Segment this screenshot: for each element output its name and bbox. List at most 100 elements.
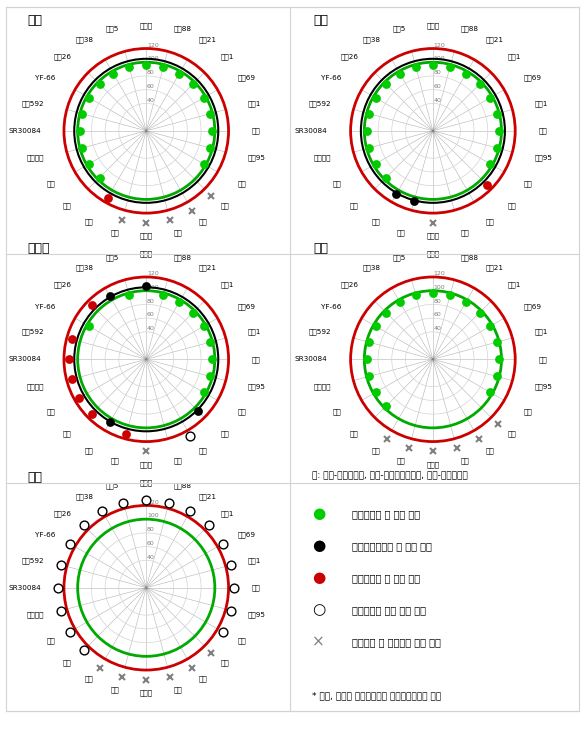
Text: 길갱88: 길갱88 [174,254,191,261]
Point [142,59,151,71]
Text: 40: 40 [147,97,155,102]
Text: 길주1: 길주1 [221,282,234,288]
Text: 온포1: 온포1 [535,329,548,335]
Text: SR30084: SR30084 [8,128,41,134]
Point [392,188,401,200]
Text: 운광: 운광 [252,356,260,363]
Text: 삼광: 삼광 [110,458,119,464]
Text: 청품: 청품 [63,202,72,209]
Text: 풍도26: 풍도26 [340,282,359,288]
Point [362,125,371,137]
Point [57,604,66,616]
Text: 대보: 대보 [333,180,342,186]
Text: 해주: 해주 [27,14,42,27]
Text: 40: 40 [147,326,155,331]
Point [364,336,374,348]
Point [164,497,174,509]
Text: 길주1: 길주1 [507,53,521,60]
Text: 오대: 오대 [199,447,208,454]
Point [364,108,374,119]
Text: 원: 녹색-안전출수기, 흑색-안전출수한계기, 적색-출수만한기: 원: 녹색-안전출수기, 흑색-안전출수한계기, 적색-출수만한기 [312,472,467,481]
Point [175,68,184,80]
Point [428,59,438,71]
Text: 120: 120 [147,43,159,48]
Text: 용도5: 용도5 [106,254,119,261]
Text: 60: 60 [433,312,442,318]
Text: 진부: 진부 [174,229,183,236]
Text: 길주1: 길주1 [221,510,234,517]
Text: 수원592: 수원592 [22,100,44,107]
Point [371,386,380,398]
Text: 하이아미: 하이아미 [27,612,44,618]
Text: 용도5: 용도5 [393,26,405,32]
Point [462,296,471,308]
Point [84,92,94,104]
Text: 오우버: 오우버 [140,251,153,257]
Text: 온포1: 온포1 [535,100,548,107]
Text: 진부울: 진부울 [140,690,153,696]
Point [159,290,168,301]
Text: 운봉: 운봉 [221,659,229,666]
Point [53,582,63,594]
Text: 운봉: 운봉 [507,430,516,437]
Text: YF-66: YF-66 [321,75,342,81]
Text: 80: 80 [147,70,155,75]
Text: 60: 60 [147,541,155,546]
Text: 운봉: 운봉 [221,202,229,209]
Text: 80: 80 [433,298,442,304]
Point [230,582,239,594]
Text: 청품: 청품 [63,430,72,437]
Point [364,371,374,383]
Point [371,92,380,104]
Text: 60: 60 [433,84,442,89]
Text: 길주1: 길주1 [221,53,234,60]
Point [199,321,208,332]
Text: 조품: 조품 [238,408,246,415]
Point [381,78,391,90]
Text: 평양21: 평양21 [486,36,504,43]
Text: 진부: 진부 [460,458,469,464]
Text: 평양21: 평양21 [199,493,217,500]
Point [87,408,97,420]
Text: 용도5: 용도5 [106,26,119,32]
Text: 120: 120 [433,43,445,48]
Text: 하이아미: 하이아미 [27,383,44,390]
Point [193,405,202,416]
Point [78,142,87,154]
Point [483,180,492,192]
Point [105,290,115,302]
Text: 100: 100 [433,285,445,290]
Text: 풍도26: 풍도26 [340,53,359,60]
Text: 진부: 진부 [174,686,183,693]
Point [142,494,151,506]
Point [381,400,391,412]
Text: 원산69: 원산69 [238,75,256,82]
Point [67,333,77,345]
Text: 120: 120 [147,500,159,505]
Text: YF-66: YF-66 [35,304,55,310]
Text: 평양21: 평양21 [486,265,504,271]
Point [218,626,227,638]
Text: 진부울: 진부울 [426,461,439,468]
Point [364,142,374,154]
Text: 운겡38: 운겡38 [75,265,94,271]
Point [492,336,501,348]
Text: 오대: 오대 [486,447,494,454]
Point [475,307,484,318]
Text: ●: ● [312,538,325,553]
Text: 길갱88: 길갱88 [460,26,478,32]
Text: 대보: 대보 [46,180,55,186]
Text: 운봉: 운봉 [221,430,229,437]
Point [371,158,380,170]
Point [125,290,134,301]
Point [486,158,495,170]
Text: 철원95: 철원95 [535,155,553,161]
Text: 40: 40 [147,554,155,559]
Text: SR30084: SR30084 [8,356,41,363]
Text: 원산: 원산 [314,242,329,256]
Text: 오우버: 오우버 [140,479,153,486]
Point [188,307,198,318]
Text: ○: ○ [312,602,325,618]
Text: 오우버: 오우버 [426,22,439,29]
Text: 온포1: 온포1 [248,557,261,564]
